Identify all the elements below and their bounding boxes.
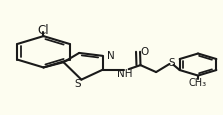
Text: Cl: Cl xyxy=(38,24,49,37)
Text: S: S xyxy=(75,79,81,89)
Text: CH₃: CH₃ xyxy=(189,77,207,87)
Text: NH: NH xyxy=(117,68,133,78)
Text: O: O xyxy=(141,47,149,57)
Text: N: N xyxy=(107,50,115,60)
Text: S: S xyxy=(168,57,175,67)
